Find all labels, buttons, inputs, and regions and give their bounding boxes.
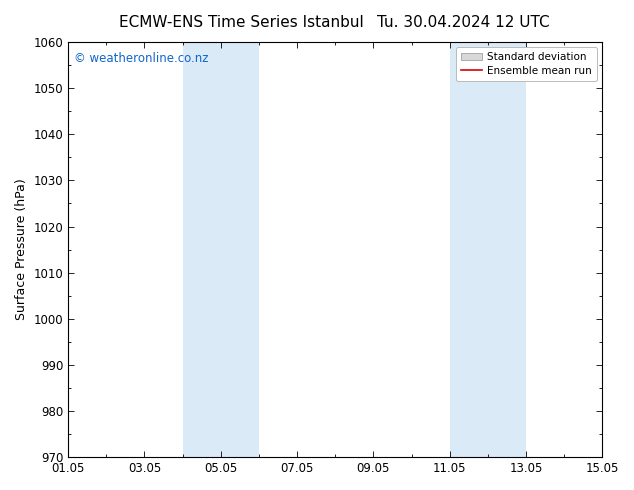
Y-axis label: Surface Pressure (hPa): Surface Pressure (hPa)	[15, 179, 28, 320]
Text: ECMW-ENS Time Series Istanbul: ECMW-ENS Time Series Istanbul	[119, 15, 363, 30]
Text: Tu. 30.04.2024 12 UTC: Tu. 30.04.2024 12 UTC	[377, 15, 549, 30]
Bar	[183, 42, 259, 457]
Bar	[450, 42, 526, 457]
Legend: Standard deviation, Ensemble mean run: Standard deviation, Ensemble mean run	[456, 47, 597, 81]
Text: © weatheronline.co.nz: © weatheronline.co.nz	[74, 52, 208, 66]
